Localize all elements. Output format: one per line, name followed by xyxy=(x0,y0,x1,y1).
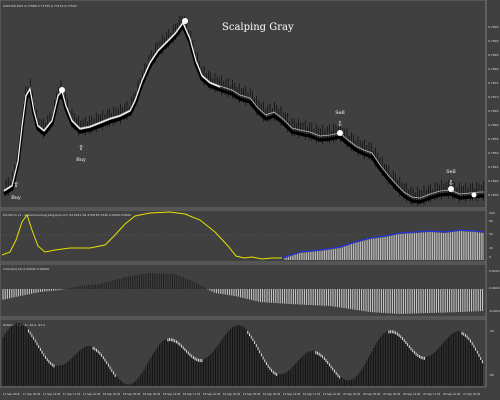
histogram-tick-label: 0.0000 xyxy=(489,286,500,290)
time-tick-label: 20 Sep 21:45 xyxy=(443,392,461,396)
time-tick-label: 19 Sep 01:45 xyxy=(223,392,241,396)
signal-dot xyxy=(59,87,65,93)
time-tick-label: 20 Sep 17:45 xyxy=(423,392,441,396)
signal-marker-buy-2[interactable]: ⇧ Buy xyxy=(76,144,86,163)
stochastic-tick-label: 80 xyxy=(489,219,493,223)
stochastic-histogram xyxy=(284,231,484,260)
watermark-title: Scalping Gray xyxy=(222,22,294,33)
stochastic-tick-label: 20 xyxy=(489,246,493,250)
down-arrow-icon: ⇩ xyxy=(337,120,343,128)
oscillator-tick-label: -20 xyxy=(489,329,494,333)
stochastic-axis: 100 80 50 20 0 xyxy=(0,211,495,259)
time-tick-label: 21 Sep 01:45 xyxy=(463,392,481,396)
signal-dot xyxy=(337,130,343,136)
signal-dot xyxy=(448,186,454,192)
oscillator-header: Williams %R(14) -92.0 -91.9 xyxy=(3,323,45,327)
signal-label: Buy xyxy=(11,195,21,201)
time-tick-label: 18 Sep 05:45 xyxy=(123,392,141,396)
time-tick-label: 17 Sep 13:45 xyxy=(43,392,61,396)
price-tick-label: 0.7680 xyxy=(488,67,499,71)
up-arrow-icon: ⇧ xyxy=(13,181,19,189)
time-tick-label: 18 Sep 09:45 xyxy=(143,392,161,396)
price-tick-label: 0.7675 xyxy=(488,81,499,85)
histogram-bars xyxy=(2,273,484,314)
oscillator-axis: -20 -80 xyxy=(489,329,494,377)
stochastic-tick-label: 50 xyxy=(489,232,493,236)
oscillator-bars xyxy=(2,323,483,386)
time-tick-label: 18 Sep 13:45 xyxy=(163,392,181,396)
trend-highlight-line xyxy=(3,21,221,192)
signal-dot xyxy=(471,192,477,198)
stochastic-tick-label: 0 xyxy=(489,255,491,259)
signal-label: Buy xyxy=(76,157,86,163)
trend-envelope-line xyxy=(3,22,484,204)
time-tick-label: 20 Sep 01:45 xyxy=(343,392,361,396)
symbol-header: AUDUSD,M15 0.77688 0.77755 0.77579 0.775… xyxy=(3,4,77,8)
up-arrow-icon: ⇧ xyxy=(78,144,84,152)
time-tick-label: 17 Sep 09:45 xyxy=(23,392,41,396)
price-tick-label: 0.7690 xyxy=(488,39,499,43)
signal-label: Sell xyxy=(335,110,345,116)
signal-marker-buy-1[interactable]: ⇧ Buy xyxy=(11,181,21,201)
signal-marker-sell-1[interactable]: Sell ⇩ xyxy=(335,110,345,128)
time-tick-label: 18 Sep 21:45 xyxy=(203,392,221,396)
signal-dot xyxy=(182,18,188,24)
main-chart-window[interactable] xyxy=(0,0,487,209)
time-tick-label: 19 Sep 09:45 xyxy=(263,392,281,396)
price-tick-label: 0.7665 xyxy=(488,109,499,113)
time-tick-label: 18 Sep 17:45 xyxy=(183,392,201,396)
time-tick-label: 20 Sep 09:45 xyxy=(383,392,401,396)
stochastic-main-line xyxy=(1,211,282,260)
stochastic-subwindow[interactable] xyxy=(0,209,487,263)
time-tick-label: 19 Sep 05:45 xyxy=(243,392,261,396)
time-tick-label: 17 Sep 21:45 xyxy=(83,392,101,396)
price-tick-label: 0.7670 xyxy=(488,95,499,99)
histogram-header: Indicator(14) 0.00000 0.00000 xyxy=(3,267,49,271)
price-tick-label: 0.7695 xyxy=(488,25,499,29)
time-tick-label: 19 Sep 21:45 xyxy=(323,392,341,396)
time-tick-label: 17 Sep 2018 xyxy=(3,392,20,396)
price-tick-label: 0.7640 xyxy=(488,179,499,183)
time-tick-label: 20 Sep 13:45 xyxy=(403,392,421,396)
stochastic-header: DV-Stoch v1 - www.forexdrag.blogspot.com… xyxy=(3,213,131,217)
time-tick-label: 19 Sep 17:45 xyxy=(303,392,321,396)
down-arrow-icon: ⇩ xyxy=(448,179,454,187)
signal-label: Sell xyxy=(446,169,456,175)
price-tick-label: 0.7645 xyxy=(488,165,499,169)
stochastic-tick-label: 100 xyxy=(489,211,495,215)
time-tick-label: 20 Sep 05:45 xyxy=(363,392,381,396)
histogram-tick-label: 0.0010 xyxy=(489,269,500,273)
time-tick-label: 18 Sep 01:45 xyxy=(103,392,121,396)
oscillator-tick-label: -80 xyxy=(489,373,494,377)
price-tick-label: 0.7635 xyxy=(488,193,499,197)
price-tick-label: 0.7655 xyxy=(488,137,499,141)
histogram-axis: 0.0010 0.0000 -0.0010 xyxy=(489,269,500,313)
stochastic-signal-line xyxy=(281,229,485,259)
time-tick-label: 17 Sep 17:45 xyxy=(63,392,81,396)
price-tick-label: 0.7685 xyxy=(488,53,499,57)
price-tick-label: 0.7660 xyxy=(488,123,499,127)
histogram-tick-label: -0.0010 xyxy=(489,309,500,313)
time-tick-label: 19 Sep 13:45 xyxy=(283,392,301,396)
signal-marker-sell-2[interactable]: Sell ⇩ xyxy=(446,169,456,187)
price-tick-label: 0.7650 xyxy=(488,151,499,155)
time-axis[interactable]: 17 Sep 2018 17 Sep 09:45 17 Sep 13:45 17 Se… xyxy=(3,392,481,396)
